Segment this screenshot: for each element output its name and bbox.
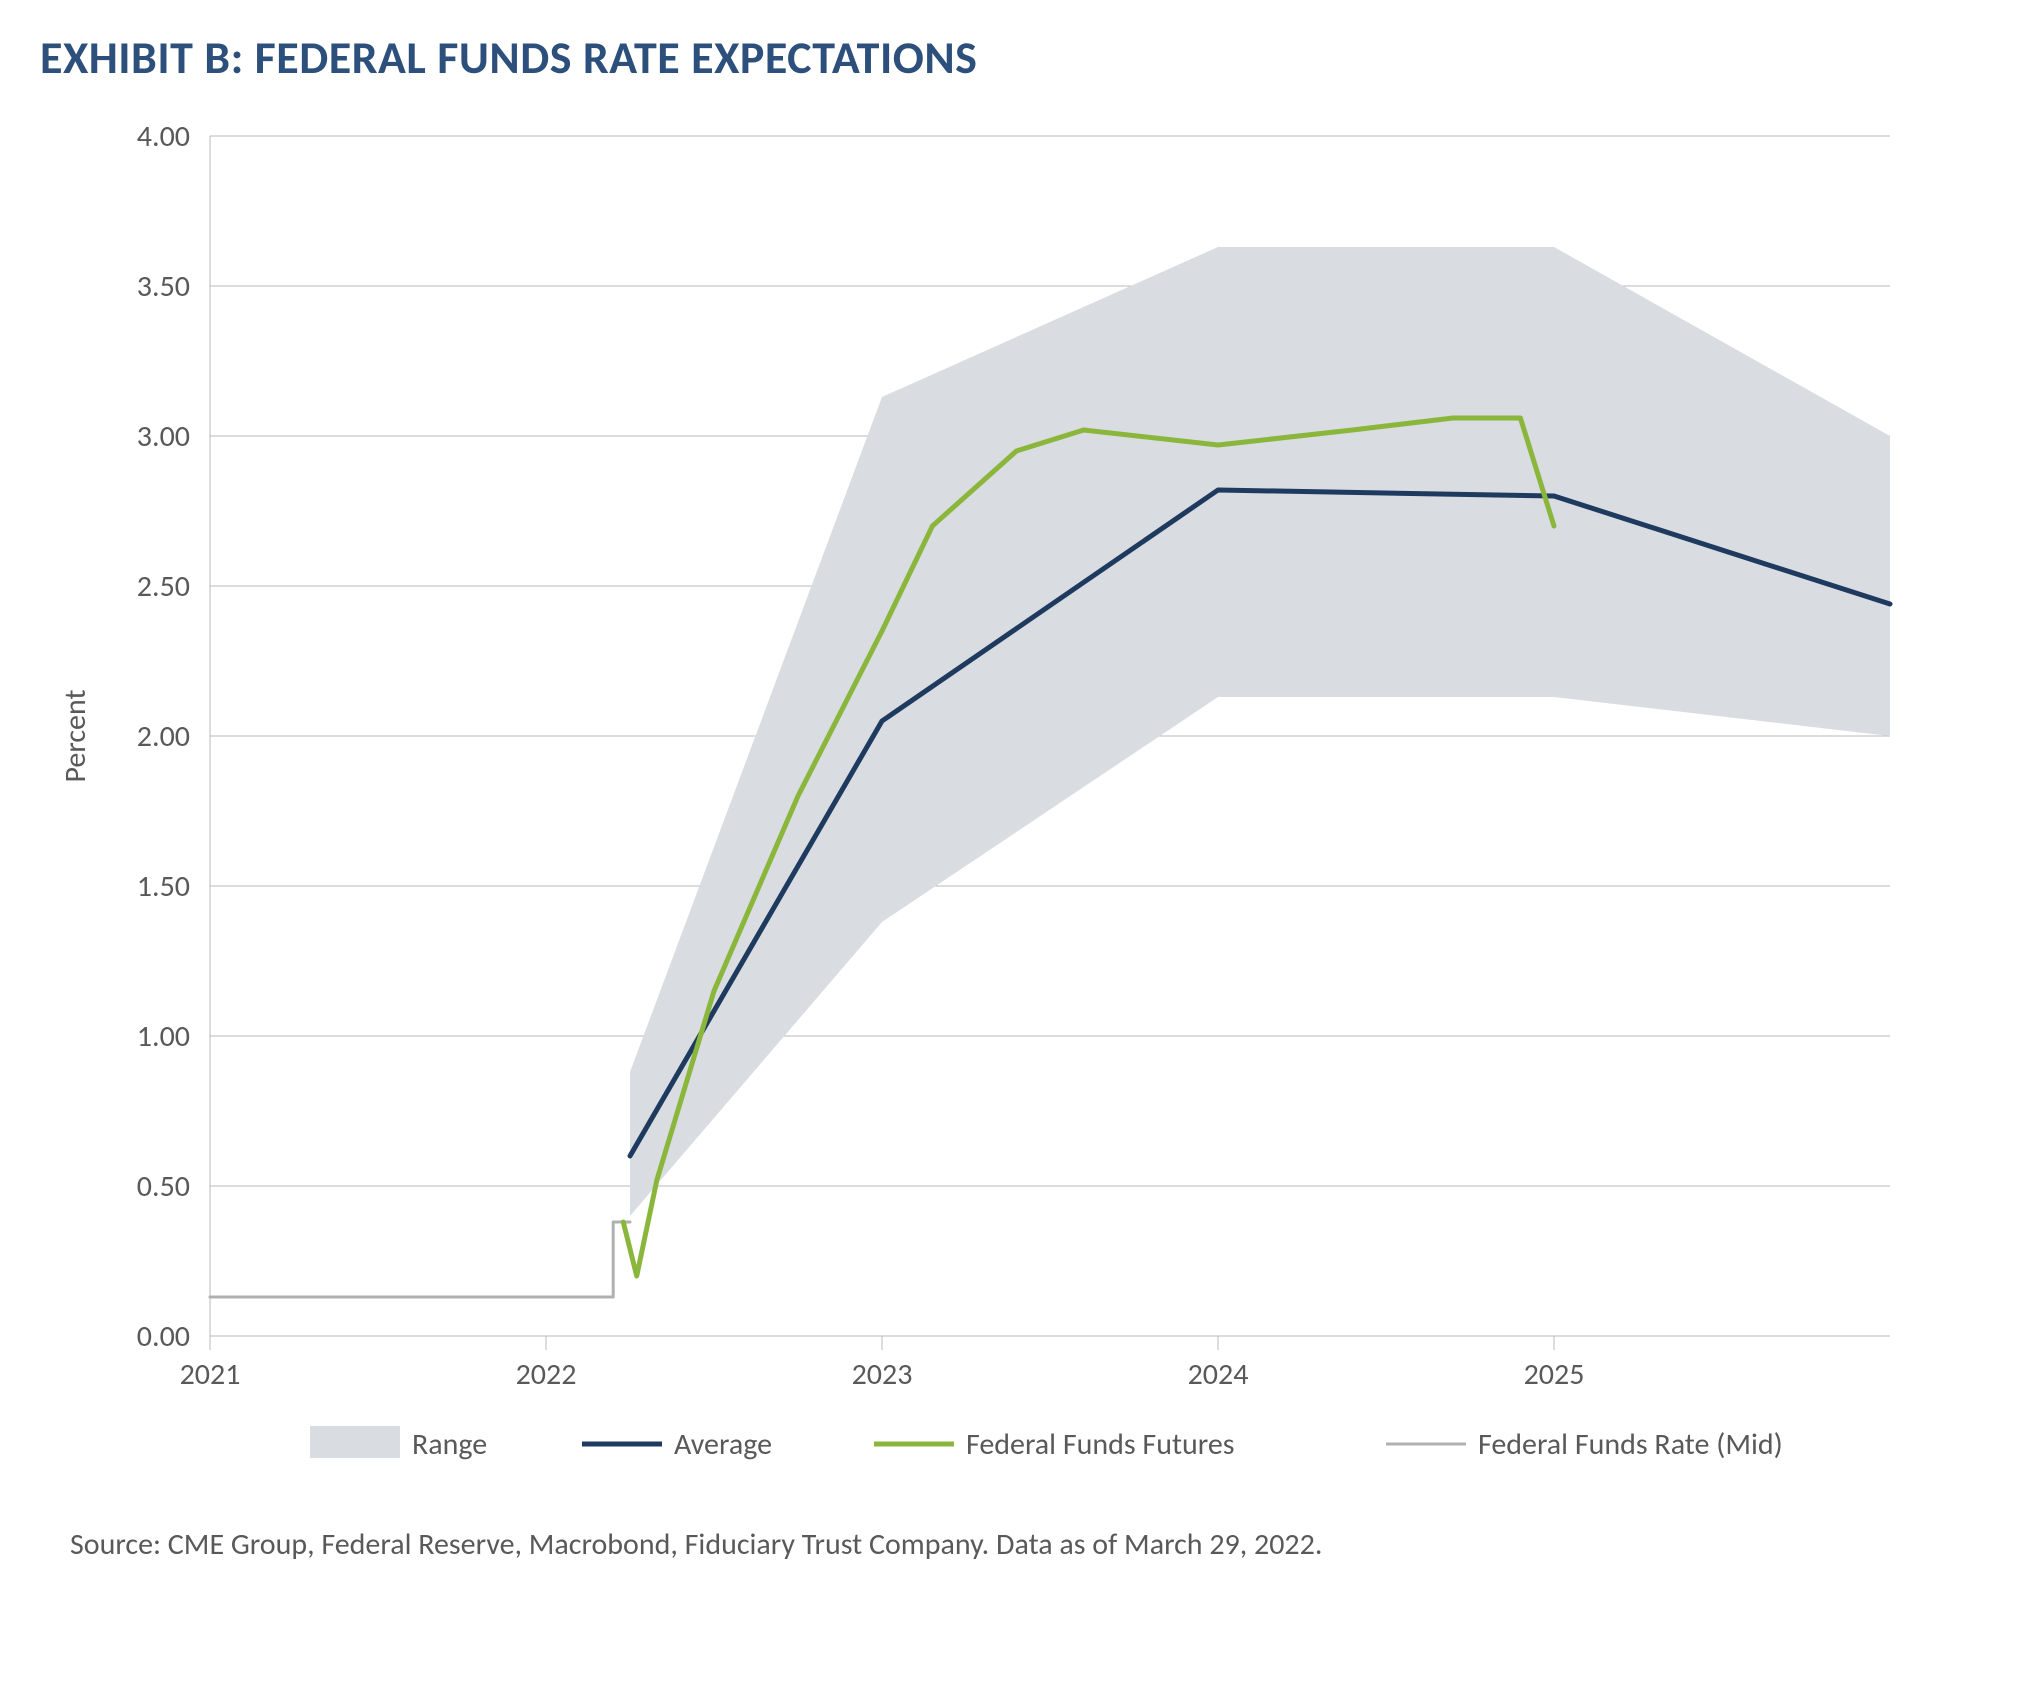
legend-range-swatch [310, 1426, 400, 1458]
y-tick-label: 3.50 [137, 268, 190, 305]
mid-line [210, 1222, 630, 1297]
y-tick-label: 2.00 [137, 718, 190, 755]
y-tick-label: 1.50 [137, 868, 190, 905]
y-tick-label: 0.00 [137, 1318, 190, 1355]
legend-mid-label: Federal Funds Rate (Mid) [1478, 1426, 1783, 1463]
legend-futures-label: Federal Funds Futures [966, 1426, 1235, 1463]
x-tick-label: 2022 [516, 1356, 577, 1393]
y-tick-label: 0.50 [137, 1168, 190, 1205]
chart-title: EXHIBIT B: FEDERAL FUNDS RATE EXPECTATIO… [40, 30, 1989, 86]
y-tick-label: 2.50 [137, 568, 190, 605]
x-tick-label: 2023 [852, 1356, 913, 1393]
range-area [630, 247, 1890, 1216]
legend-range-label: Range [412, 1426, 487, 1463]
x-tick-label: 2025 [1524, 1356, 1585, 1393]
y-axis-title: Percent [57, 690, 94, 783]
source-text: Source: CME Group, Federal Reserve, Macr… [70, 1526, 1989, 1563]
y-tick-label: 1.00 [137, 1018, 190, 1055]
y-tick-label: 4.00 [137, 118, 190, 155]
x-tick-label: 2024 [1188, 1356, 1249, 1393]
y-tick-label: 3.00 [137, 418, 190, 455]
x-tick-label: 2021 [180, 1356, 241, 1393]
chart-area: 0.00 0.50 1.00 1.50 2.00 2.50 3.00 3.50 4.00 2021… [40, 106, 1980, 1486]
legend-average-label: Average [674, 1426, 772, 1463]
